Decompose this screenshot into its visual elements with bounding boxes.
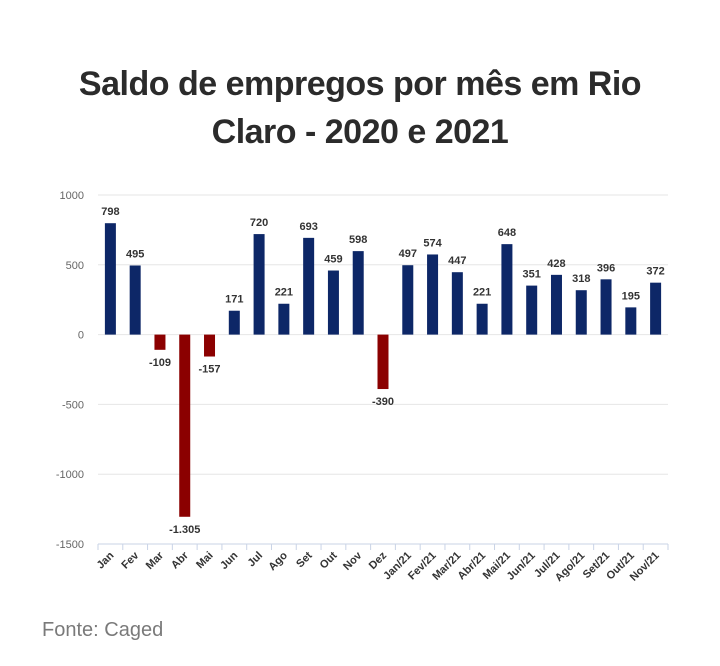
data-label: -157 [199, 364, 221, 376]
x-tick-label: Jun [218, 549, 241, 572]
bar [402, 265, 414, 335]
data-label: 459 [324, 254, 342, 266]
bar [179, 334, 191, 517]
x-tick-label: Ago [266, 549, 290, 573]
bar [377, 334, 389, 390]
y-tick-label: 0 [78, 330, 84, 342]
x-tick-label: Mai [194, 550, 215, 571]
data-label: 648 [498, 227, 516, 239]
data-label: 171 [225, 294, 243, 306]
data-label: 693 [299, 221, 317, 233]
y-tick-label: 1000 [60, 190, 84, 202]
x-tick-label: Nov [341, 549, 365, 573]
bar [625, 307, 637, 335]
bar [154, 334, 166, 350]
data-label: 396 [597, 262, 615, 274]
data-label: 221 [473, 287, 491, 299]
bar [476, 303, 488, 335]
bar [327, 270, 339, 335]
data-label: -1.305 [169, 524, 200, 536]
bar [104, 223, 116, 335]
bars [104, 223, 662, 517]
y-tick-label: -1000 [56, 469, 84, 481]
data-label: -390 [372, 396, 394, 408]
x-tick-label: Jul [245, 550, 265, 570]
source-note: Fonte: Caged [42, 619, 164, 641]
x-tick-label: Abr/21 [456, 550, 489, 583]
bar [550, 274, 562, 335]
x-tick-label: Jan [95, 549, 117, 571]
bar [352, 251, 364, 335]
bar [253, 234, 265, 335]
data-label: -109 [149, 357, 171, 369]
x-tick-label: Jun/21 [505, 550, 538, 583]
data-label: 495 [126, 248, 144, 260]
y-tick-label: -500 [62, 399, 84, 411]
data-label: 447 [448, 255, 466, 267]
y-axis-ticks: 1000 500 0 -500 -1000 -1500 [56, 190, 84, 551]
x-axis: Jan Fev Mar Abr Mai Jun Jul Ago Set Out Nov DezJan/… [95, 543, 669, 584]
chart-title: Saldo de empregos por mês em Rio Claro -… [78, 65, 642, 151]
bar [575, 290, 587, 335]
bar [204, 334, 216, 357]
bar [278, 303, 290, 335]
x-tick-label: Out [318, 549, 340, 571]
data-label: 318 [572, 273, 590, 285]
bar [650, 282, 662, 335]
x-tick-label: Set [294, 549, 315, 570]
x-tick-label: Abr [169, 549, 191, 571]
data-label: 574 [423, 237, 442, 249]
bar [526, 285, 538, 335]
bar [228, 310, 240, 335]
bar [129, 265, 141, 335]
data-label: 497 [399, 248, 417, 260]
y-tick-label: -1500 [56, 539, 84, 551]
data-label: 428 [547, 258, 565, 270]
data-label: 351 [523, 269, 541, 281]
data-label: 798 [101, 206, 119, 218]
data-label: 372 [646, 266, 664, 278]
x-tick-label: Mar [144, 549, 167, 572]
bar [427, 254, 439, 335]
data-label: 598 [349, 234, 367, 246]
bar [303, 237, 315, 335]
bar [451, 272, 463, 335]
bar [600, 279, 612, 335]
data-label: 720 [250, 217, 268, 229]
data-label: 221 [275, 287, 293, 299]
bar [501, 244, 513, 335]
data-label: 195 [622, 290, 640, 302]
x-tick-label: Fev [119, 549, 142, 572]
y-tick-label: 500 [66, 260, 84, 272]
data-labels: 798 495 -109 -1.305 -157 171 720 221 693 459 598 -3… [101, 206, 665, 536]
